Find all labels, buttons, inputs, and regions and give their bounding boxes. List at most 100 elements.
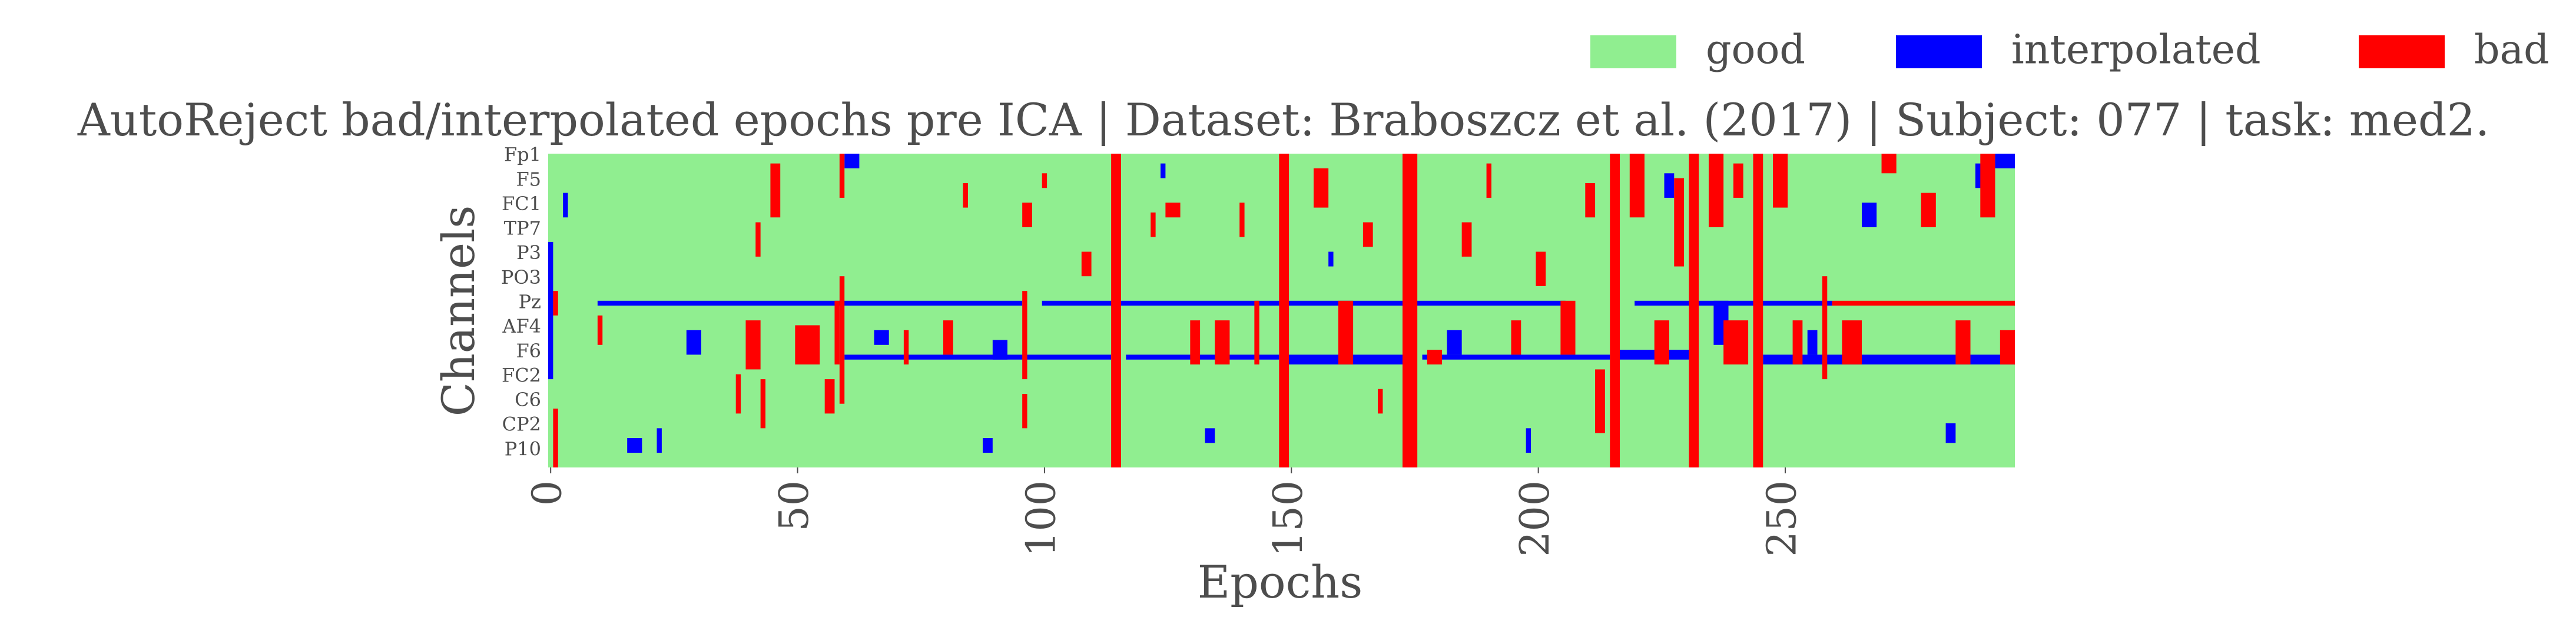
heatmap-cell (1610, 154, 1620, 467)
y-tick-label: Fp1 (504, 144, 541, 166)
heatmap-cell (1560, 300, 1576, 355)
heatmap-cell (903, 330, 909, 365)
heatmap-cell (770, 163, 781, 218)
heatmap-cell (657, 428, 662, 453)
heatmap-cell (760, 379, 766, 429)
heatmap-cell (1945, 423, 1956, 443)
y-tick-label: F6 (516, 340, 541, 362)
heatmap-cell (1422, 354, 1610, 360)
heatmap-cell (1151, 212, 1156, 237)
legend-swatch (1896, 35, 1982, 68)
heatmap-cell (1635, 300, 1832, 306)
heatmap-cell (1161, 163, 1166, 178)
legend-label: interpolated (2011, 27, 2260, 74)
heatmap-cell (1427, 350, 1443, 365)
y-tick-label: P10 (505, 437, 541, 460)
heatmap-cell (686, 330, 702, 355)
heatmap-cell (1338, 300, 1354, 365)
heatmap-cell (1402, 154, 1418, 467)
heatmap-cell (1461, 222, 1472, 257)
x-axis-label: Epochs (1198, 556, 1362, 608)
heatmap-cell (1861, 203, 1877, 227)
heatmap-cell (1215, 320, 1230, 365)
heatmap-cell (1842, 320, 1862, 365)
heatmap-cell (1881, 154, 1897, 174)
heatmap-cell (992, 340, 1008, 360)
heatmap-cell (1792, 320, 1803, 365)
heatmap-cell (1205, 428, 1215, 443)
heatmap-cell (1723, 320, 1749, 365)
heatmap-cell (834, 300, 840, 365)
heatmap-cell (839, 276, 845, 404)
heatmap-cell (1955, 320, 1971, 365)
heatmap-cell (627, 438, 642, 453)
heatmap-cell (1689, 154, 1699, 467)
y-tick-label: C6 (515, 389, 541, 411)
heatmap-cell (1511, 320, 1521, 355)
heatmap-cell (1279, 154, 1289, 467)
heatmap-cell (1629, 154, 1645, 218)
heatmap-cell (1807, 330, 1818, 355)
heatmap-cell (1733, 163, 1743, 198)
heatmap-cell (1595, 369, 1605, 433)
x-tick-label: 50 (771, 480, 818, 532)
x-tick-label: 250 (1759, 480, 1805, 557)
y-tick-label: Pz (519, 291, 541, 313)
heatmap-cell (1022, 203, 1032, 227)
heatmap-cell (755, 222, 761, 257)
heatmap-cell (963, 183, 968, 208)
heatmap-cell (839, 154, 845, 198)
heatmap-cell (1664, 173, 1675, 198)
heatmap-cell (1378, 389, 1383, 414)
heatmap-cell (548, 241, 553, 380)
y-tick-label: P3 (516, 241, 541, 264)
heatmap-cell (1674, 178, 1685, 267)
heatmap-cell (1654, 320, 1669, 365)
legend-swatch (1590, 35, 1676, 68)
heatmap-cell (563, 193, 568, 218)
heatmap-cell (874, 330, 889, 345)
heatmap-cell (824, 379, 835, 414)
x-tick-label: 150 (1265, 480, 1312, 557)
heatmap-cell (597, 300, 1023, 306)
y-tick-label: CP2 (502, 413, 541, 436)
heatmap-cell (1165, 203, 1181, 218)
y-axis-label: Channels (432, 205, 485, 417)
heatmap-cell (1526, 428, 1531, 453)
x-tick-label: 100 (1018, 480, 1065, 557)
heatmap-cell (1126, 354, 1279, 360)
heatmap-cell (983, 438, 993, 453)
y-tick-label: PO3 (501, 266, 541, 288)
heatmap-cell (1022, 394, 1027, 429)
heatmap-cell (943, 320, 953, 355)
heatmap-cell (1773, 154, 1788, 208)
legend-swatch (2359, 35, 2445, 68)
heatmap-cell (1585, 183, 1596, 218)
legend-label: bad (2474, 27, 2550, 74)
heatmap-cell (795, 325, 820, 365)
heatmap-cell (1081, 251, 1092, 277)
heatmap-cell (1042, 300, 1566, 306)
y-tick-label: F5 (516, 168, 541, 190)
legend-label: good (1706, 27, 1805, 74)
heatmap-cell (1980, 154, 1995, 218)
heatmap-cell (1328, 251, 1334, 267)
heatmap-cell (1190, 320, 1201, 365)
y-tick-label: AF4 (502, 315, 541, 337)
x-tick-label: 200 (1512, 480, 1559, 557)
y-tick-label: FC2 (502, 364, 541, 386)
heatmap-cell (597, 315, 603, 345)
heatmap-cell (1042, 173, 1047, 188)
heatmap-cell (844, 354, 1112, 360)
heatmap-cell (2000, 330, 2015, 365)
heatmap-cell (1708, 154, 1724, 227)
heatmap-cell (745, 320, 761, 370)
heatmap-cell (1447, 330, 1462, 355)
heatmap-cell (1254, 300, 1259, 365)
heatmap-cell (1362, 222, 1373, 247)
heatmap-cell (1921, 193, 1936, 227)
heatmap-cell (1822, 276, 1828, 380)
heatmap-cell (553, 409, 558, 467)
heatmap-cell (553, 291, 558, 316)
